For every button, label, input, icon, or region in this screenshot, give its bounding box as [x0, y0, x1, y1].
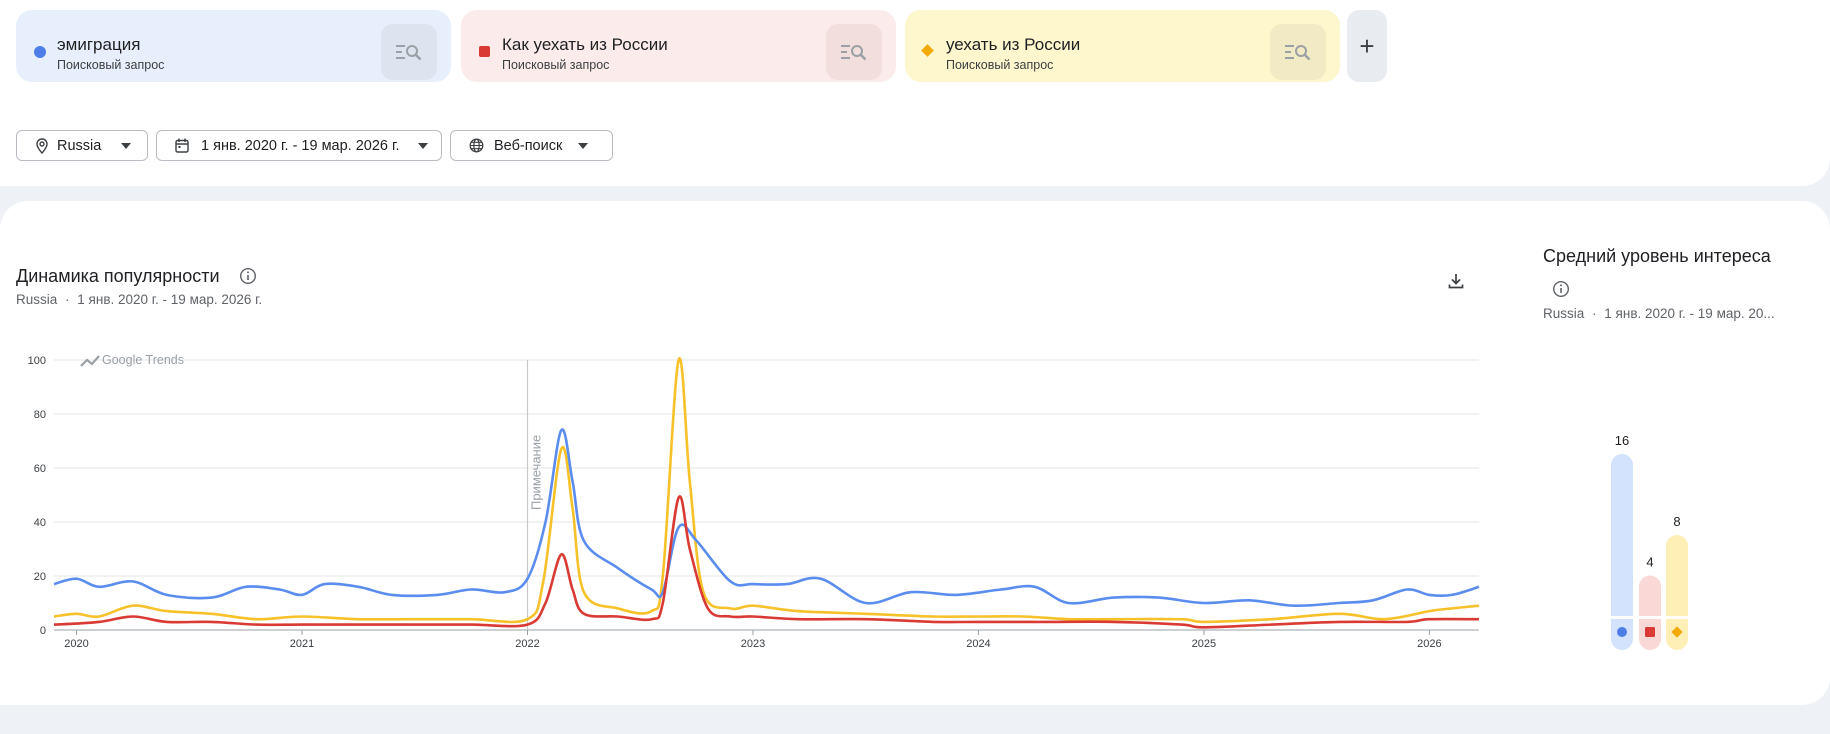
comparison-panel: эмиграция Поисковый запрос Как уехать из Р…	[0, 0, 1830, 186]
separator: ·	[1592, 306, 1597, 321]
x-tick-label: 2023	[741, 638, 765, 650]
term-options-button[interactable]	[826, 24, 882, 80]
y-tick-label: 60	[34, 463, 46, 475]
y-tick-label: 80	[34, 409, 46, 421]
info-icon[interactable]	[1552, 280, 1570, 298]
term-type: Поисковый запрос	[946, 58, 1054, 72]
region-filter-label: Russia	[57, 137, 102, 154]
bar-divider	[1639, 616, 1661, 619]
term-marker	[921, 44, 934, 57]
x-tick-label: 2022	[515, 638, 539, 650]
average-region: Russia	[1543, 306, 1585, 321]
calendar-icon	[175, 138, 189, 153]
add-term-button[interactable]: +	[1347, 10, 1387, 82]
separator: ·	[65, 292, 70, 307]
x-tick-label: 2020	[64, 638, 88, 650]
info-icon[interactable]	[239, 267, 257, 285]
average-bar-fill	[1611, 454, 1633, 650]
search-type-filter[interactable]: Веб-поиск	[450, 130, 613, 161]
x-tick-label: 2026	[1417, 638, 1441, 650]
average-value-label: 8	[1673, 514, 1680, 529]
bar-divider	[1611, 616, 1633, 619]
dot-marker-icon	[34, 46, 46, 58]
search-list-icon	[1285, 45, 1311, 61]
term-options-button[interactable]	[381, 24, 437, 80]
dot-marker-icon	[1617, 627, 1627, 637]
chevron-down-icon	[417, 142, 428, 149]
average-bar-fill	[1666, 535, 1688, 650]
trend-line-chart: 0 20 40 60 80 100 2020 2021 2022 2023 2024 2025 2026…	[28, 353, 1480, 650]
average-subtitle: Russia · 1 янв. 2020 г. - 19 мар. 20...	[1543, 306, 1775, 321]
trend-subtitle: Russia · 1 янв. 2020 г. - 19 мар. 2026 г…	[16, 292, 262, 307]
average-bar[interactable]: 4	[1639, 555, 1661, 651]
search-list-icon	[841, 45, 867, 61]
search-type-filter-label: Веб-поиск	[494, 137, 563, 154]
bar-divider	[1666, 616, 1688, 619]
term-type: Поисковый запрос	[57, 58, 165, 72]
search-term-card[interactable]: Как уехать из России Поисковый запрос	[461, 10, 896, 82]
location-pin-icon	[36, 137, 48, 154]
average-title: Средний уровень интереса	[1543, 246, 1771, 266]
chevron-down-icon	[121, 142, 132, 149]
average-date-range: 1 янв. 2020 г. - 19 мар. 20...	[1604, 306, 1775, 321]
term-type: Поисковый запрос	[502, 58, 610, 72]
trend-date-range: 1 янв. 2020 г. - 19 мар. 2026 г.	[77, 292, 263, 307]
term-name: Как уехать из России	[502, 35, 668, 54]
trend-title: Динамика популярности	[16, 266, 220, 286]
average-bar[interactable]: 8	[1666, 514, 1688, 650]
x-tick-label: 2021	[290, 638, 314, 650]
date-range-filter-label: 1 янв. 2020 г. - 19 мар. 2026 г.	[201, 137, 400, 154]
term-name: уехать из России	[946, 35, 1081, 54]
annotation-label[interactable]: Примечание	[528, 435, 543, 510]
x-tick-label: 2025	[1192, 638, 1216, 650]
region-filter[interactable]: Russia	[16, 130, 148, 161]
chevron-down-icon	[578, 142, 589, 149]
square-marker-icon	[1645, 627, 1655, 637]
average-value-label: 16	[1615, 433, 1629, 448]
date-range-filter[interactable]: 1 янв. 2020 г. - 19 мар. 2026 г.	[156, 130, 442, 161]
watermark-text: Google Trends	[102, 353, 184, 367]
x-tick-label: 2024	[966, 638, 990, 650]
square-marker-icon	[479, 46, 490, 57]
globe-icon	[469, 138, 484, 153]
average-bar-fill	[1639, 575, 1661, 650]
diamond-marker-icon	[921, 44, 934, 57]
term-name: эмиграция	[57, 35, 141, 54]
term-options-button[interactable]	[1270, 24, 1326, 80]
series-line[interactable]	[53, 357, 1480, 624]
y-tick-label: 40	[34, 517, 46, 529]
y-tick-label: 0	[40, 625, 46, 637]
series-line[interactable]	[53, 495, 1480, 629]
y-tick-label: 100	[28, 355, 46, 367]
google-trends-watermark: Google Trends	[80, 353, 184, 367]
series-line[interactable]	[53, 428, 1480, 608]
trend-region: Russia	[16, 292, 58, 307]
search-term-card[interactable]: уехать из России Поисковый запрос	[905, 10, 1340, 82]
average-value-label: 4	[1646, 555, 1653, 570]
average-bar[interactable]: 16	[1611, 433, 1633, 650]
plus-icon: +	[1359, 30, 1375, 61]
search-term-card[interactable]: эмиграция Поисковый запрос	[16, 10, 451, 82]
download-icon[interactable]	[1447, 272, 1465, 290]
trend-arrow-icon	[80, 355, 100, 367]
y-tick-label: 20	[34, 571, 46, 583]
search-list-icon	[396, 45, 422, 61]
term-marker	[479, 46, 490, 57]
diamond-marker-icon	[1671, 626, 1683, 638]
term-marker	[34, 46, 46, 58]
